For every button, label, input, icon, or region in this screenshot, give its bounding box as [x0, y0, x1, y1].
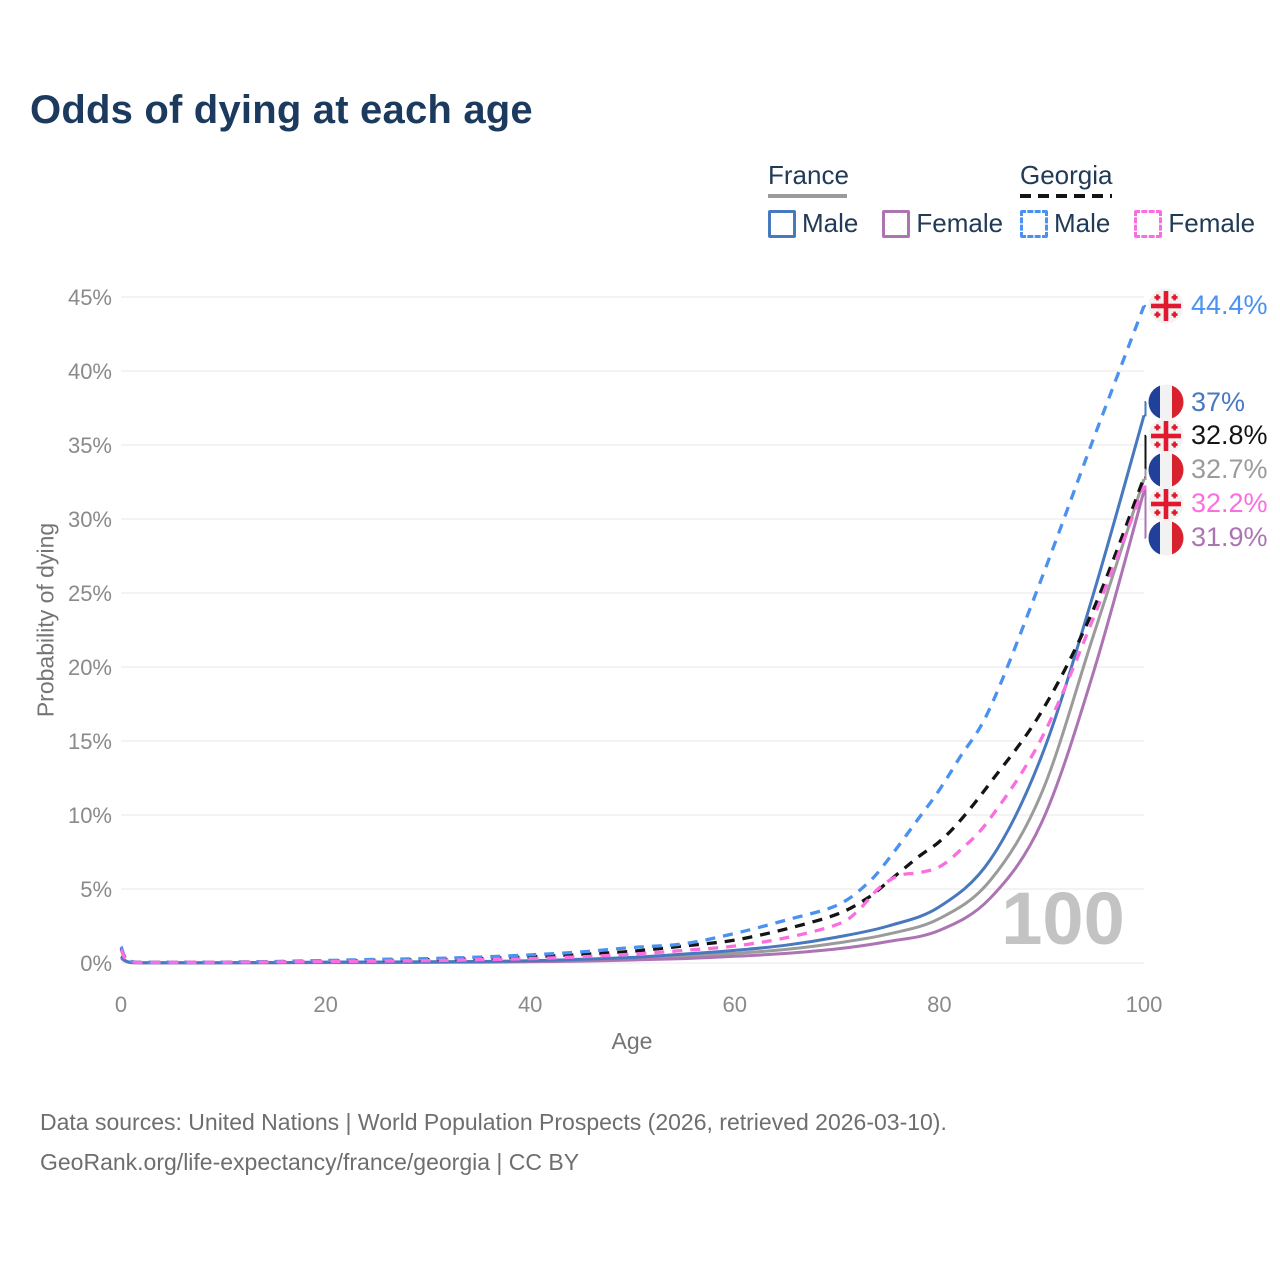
series-line-france-female — [120, 490, 1146, 965]
legend-label-france-female: Female — [916, 208, 1004, 238]
legend-country-france: France — [768, 160, 849, 190]
end-value-georgia-female: 32.2% — [1191, 488, 1268, 519]
legend-country-georgia: Georgia — [1020, 160, 1113, 190]
georgia-flag-icon — [1148, 486, 1184, 522]
end-label-france-both: 32.7% — [1148, 452, 1268, 488]
legend-group-georgia: Georgia Male Female — [1020, 160, 1255, 239]
leader-line-france-male — [1144, 401, 1147, 417]
y-tick-0: 0% — [80, 951, 112, 976]
series-line-georgia-female — [119, 485, 1146, 965]
legend-linestyle-georgia — [1020, 194, 1112, 198]
legend-label-france-male: Male — [802, 208, 859, 238]
georgia-flag-icon — [1148, 288, 1184, 324]
georgia-flag-icon — [1148, 418, 1184, 454]
legend-group-france: France Male Female — [768, 160, 1003, 239]
legend-swatch-france-female — [882, 209, 911, 238]
legend-item-france-female[interactable]: Female — [882, 208, 1003, 239]
france-flag-icon — [1148, 520, 1184, 556]
y-tick-5: 5% — [80, 877, 112, 902]
end-value-france-female: 31.9% — [1191, 522, 1268, 553]
age-watermark: 100 — [1001, 877, 1124, 960]
end-label-georgia-both: 32.8% — [1148, 418, 1268, 454]
end-label-georgia-female: 32.2% — [1148, 486, 1268, 522]
series-line-france-both — [120, 478, 1146, 965]
legend-linestyle-france — [768, 194, 847, 198]
x-tick-40: 40 — [517, 992, 543, 1017]
data-sources-text: Data sources: United Nations | World Pop… — [40, 1109, 947, 1135]
y-tick-35: 35% — [67, 433, 112, 458]
series-line-georgia-male — [119, 305, 1146, 964]
legend-label-georgia-male: Male — [1054, 208, 1111, 238]
x-tick-100: 100 — [1125, 992, 1163, 1017]
y-tick-25: 25% — [67, 581, 112, 606]
x-tick-80: 80 — [927, 992, 952, 1017]
end-value-france-both: 32.7% — [1191, 454, 1268, 485]
legend-item-france-male[interactable]: Male — [768, 208, 858, 239]
end-label-france-male: 37% — [1148, 384, 1245, 420]
x-axis-title: Age — [611, 1028, 653, 1054]
legend-item-georgia-male[interactable]: Male — [1020, 208, 1110, 239]
end-value-georgia-both: 32.8% — [1191, 420, 1268, 451]
attribution-text: GeoRank.org/life-expectancy/france/georg… — [40, 1149, 580, 1175]
end-label-georgia-male: 44.4% — [1148, 288, 1268, 324]
end-label-france-female: 31.9% — [1148, 520, 1268, 556]
y-tick-15: 15% — [67, 729, 112, 754]
legend-swatch-france-male — [768, 209, 796, 238]
leader-line-france-both — [1144, 468, 1147, 480]
y-axis-title: Probability of dying — [32, 522, 59, 718]
page-title: Odds of dying at each age — [30, 88, 533, 132]
legend-item-georgia-female[interactable]: Female — [1134, 208, 1255, 239]
y-tick-40: 40% — [67, 359, 112, 384]
leader-line-france-female — [1144, 489, 1147, 539]
x-tick-0: 0 — [114, 992, 128, 1017]
legend-swatch-georgia-male — [1020, 209, 1048, 238]
end-value-georgia-male: 44.4% — [1191, 290, 1268, 321]
y-tick-20: 20% — [67, 655, 112, 680]
legend-label-georgia-female: Female — [1168, 208, 1256, 238]
legend-swatch-georgia-female — [1134, 209, 1163, 238]
end-value-france-male: 37% — [1191, 386, 1246, 417]
series-line-georgia-both — [119, 477, 1146, 965]
y-tick-30: 30% — [67, 507, 112, 532]
france-flag-icon — [1148, 384, 1184, 420]
y-tick-10: 10% — [67, 803, 112, 828]
x-tick-20: 20 — [313, 992, 338, 1017]
x-tick-60: 60 — [722, 992, 748, 1017]
france-flag-icon — [1148, 452, 1184, 488]
y-tick-45: 45% — [67, 285, 112, 310]
